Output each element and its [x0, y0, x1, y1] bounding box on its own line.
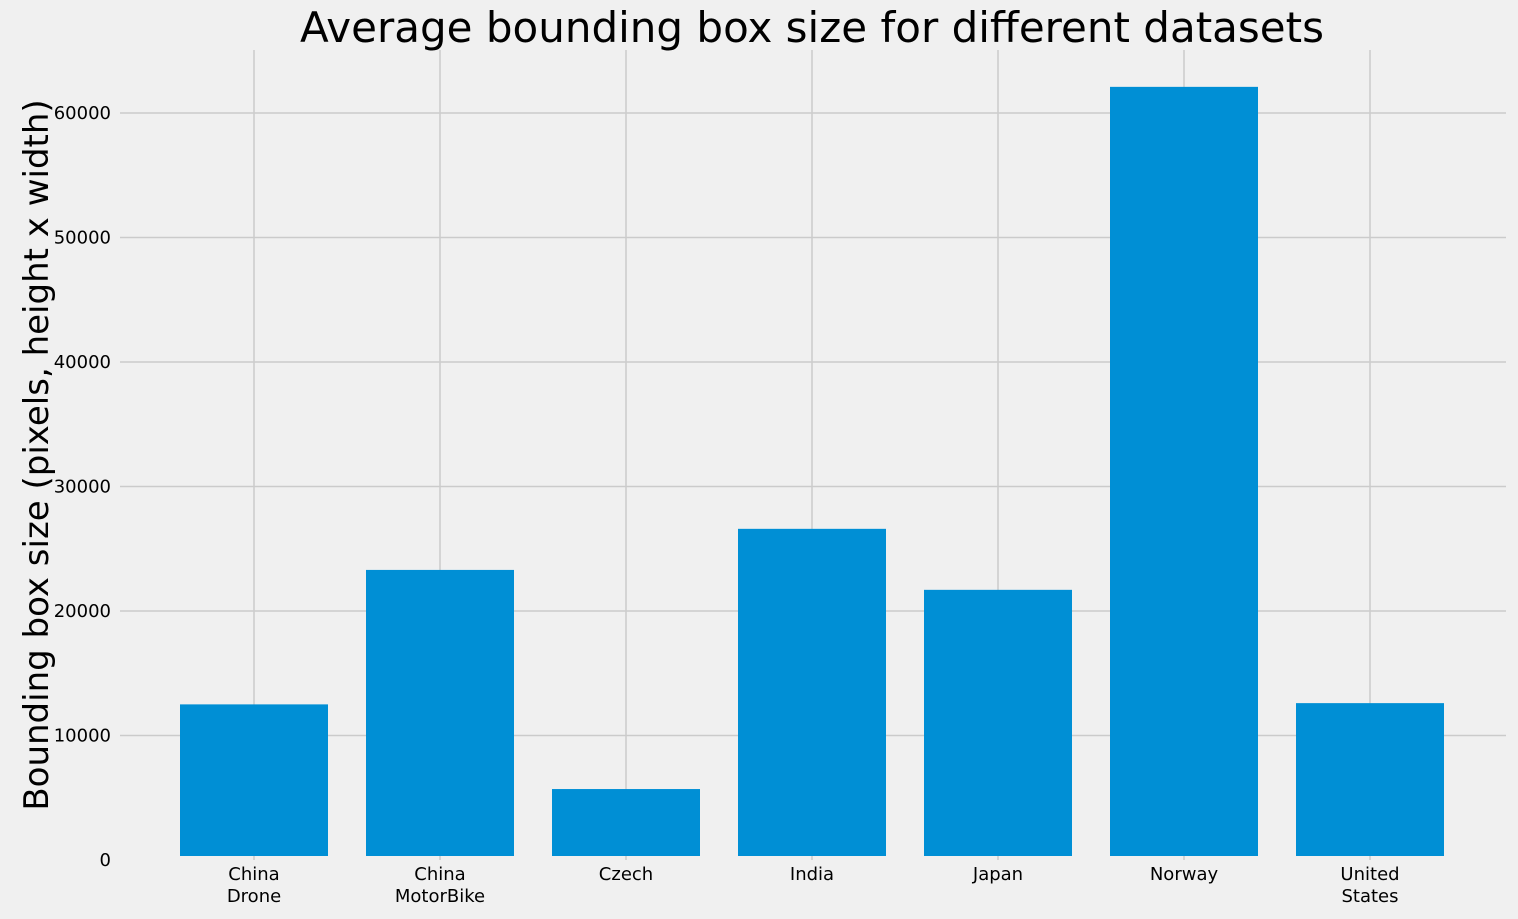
bar	[738, 528, 886, 856]
y-tick-label: 0	[100, 850, 111, 871]
bar	[552, 789, 700, 856]
bar	[1110, 86, 1258, 857]
x-tick-label: Norway	[1150, 864, 1219, 885]
y-tick-label: 60000	[54, 103, 111, 124]
y-tick-label: 40000	[54, 352, 111, 373]
chart-title: Average bounding box size for different …	[300, 3, 1324, 52]
x-tick-label: China Drone	[227, 864, 281, 907]
x-tick-label: China MotorBike	[395, 864, 485, 907]
bar	[180, 704, 328, 856]
y-tick-label: 10000	[54, 726, 111, 747]
x-tick-label: Czech	[599, 864, 653, 885]
x-tick-label: United States	[1340, 864, 1399, 907]
y-tick-label: 30000	[54, 477, 111, 498]
x-tick-label: India	[790, 864, 834, 885]
bar	[1296, 703, 1444, 856]
bars	[180, 86, 1444, 857]
x-tick-label: Japan	[972, 864, 1023, 885]
y-tick-label: 20000	[54, 601, 111, 622]
y-axis-label: Bounding box size (pixels, height x widt…	[17, 99, 57, 810]
y-tick-label: 50000	[54, 228, 111, 249]
bar	[366, 569, 514, 856]
y-tick-labels: 0 10000 20000 30000 40000 50000 60000	[54, 103, 111, 871]
x-tick-labels: China Drone China MotorBike Czech India Japan N…	[227, 864, 1400, 907]
bar	[924, 589, 1072, 856]
